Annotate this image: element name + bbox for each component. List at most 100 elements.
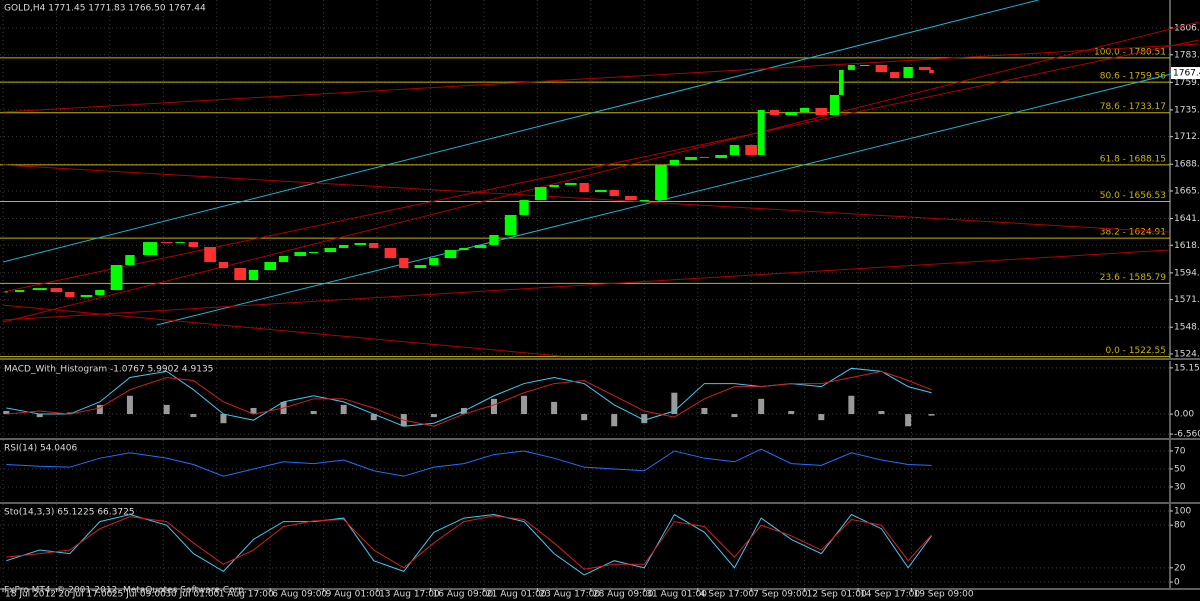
candle [890,72,900,78]
y-tick-label: 50 [1174,464,1186,474]
candle [729,145,740,155]
x-tick-label: 6 Aug 09:00 [272,590,327,600]
trendline [2,304,561,357]
candle [757,110,765,155]
y-tick-label: 1524.90 [1174,349,1200,359]
histogram-bar [220,414,227,424]
trendline [156,67,1196,326]
y-tick-label: 1806.35 [1174,23,1200,33]
indicator-line [6,448,932,477]
fib-label: 78.6 - 1733.17 [1100,102,1166,112]
histogram-bar [310,411,317,415]
histogram-bar [521,395,528,415]
y-tick-label: 1594.90 [1174,268,1200,278]
histogram-bar [928,414,935,416]
candle [429,258,439,265]
candle [95,290,105,295]
candle [308,252,319,254]
candle [444,250,457,259]
indicator-line [6,515,932,570]
y-tick-label: -6.5607 [1174,430,1200,440]
y-tick-label: 80 [1174,521,1186,531]
x-tick-label: 1 Aug 17:00 [219,590,274,600]
candle [339,244,349,248]
candle [160,242,173,244]
candle [354,242,367,245]
histogram-bar [163,404,170,415]
fib-label: 61.8 - 1688.15 [1100,154,1166,164]
candle [799,107,810,112]
histogram-bar [430,414,437,418]
trendline [2,164,1169,233]
y-tick-label: 30 [1174,482,1186,492]
histogram-bar [731,414,738,418]
candle [639,200,649,202]
candle [294,252,307,256]
histogram-bar [878,411,885,415]
indicator-line [6,370,932,427]
candle [369,242,379,248]
y-tick-label: 1641.80 [1174,214,1200,224]
candle [769,110,780,116]
fib-label: 38.2 - 1624.91 [1100,228,1166,238]
y-tick-label: 1735.60 [1174,105,1200,115]
candle [489,234,499,245]
trendline [2,21,1199,323]
candle [839,69,844,95]
candle [65,291,75,298]
candle [745,145,758,155]
candle [459,247,469,251]
x-tick-label: 7 Sep 09:00 [753,590,808,600]
panel-title: RSI(14) 54.0406 [4,444,77,454]
candle [875,64,888,73]
candle [399,258,409,269]
candle [669,159,680,166]
x-tick-label: 20 Jul 17:00 [58,590,112,600]
trendline [2,0,1039,263]
histogram-bar [581,414,588,421]
candle [829,94,840,116]
candle [142,242,157,256]
candle [15,290,25,292]
histogram-bar [36,414,43,418]
candle [324,247,337,253]
y-tick-label: 1571.80 [1174,295,1200,305]
candle [699,156,710,158]
y-tick-label: 100 [1174,506,1191,516]
histogram-bar [250,407,257,415]
histogram-bar [788,411,795,415]
candle [278,255,289,262]
candle [125,255,135,265]
candle [414,264,427,269]
candle [685,156,697,160]
histogram-bar [818,414,825,421]
candle [80,294,93,298]
x-tick-label: 23 Aug 17:00 [539,590,600,600]
indicator-line [6,513,932,576]
y-tick-label: 1712.50 [1174,132,1200,142]
y-tick-label: 1618.70 [1174,241,1200,251]
panel-title: Sto(14,3,3) 65.1225 66.3725 [4,508,135,518]
y-tick-label: 15.1511 [1174,363,1200,373]
candle [625,195,637,201]
candle [534,187,547,201]
panel-title: MACD_With_Histogram -1.0767 5.9902 4.913… [4,365,213,375]
candle [785,111,798,116]
last-price-box [1171,67,1200,80]
x-tick-label: 4 Sep 17:00 [700,590,755,600]
y-tick-label: 0 [1174,578,1180,588]
fib-label: 0.0 - 1522.55 [1106,346,1167,356]
x-tick-label: 16 Aug 09:00 [433,590,494,600]
histogram-bar [126,395,133,415]
candle [218,261,229,269]
candle [504,214,517,235]
x-tick-label: 25 Jul 09:00 [112,590,166,600]
trendline [2,39,1199,293]
histogram-bar [905,414,912,427]
candle [384,247,397,259]
candle [175,242,185,244]
x-tick-label: 19 Sep 09:00 [913,590,973,600]
y-tick-label: 70 [1174,446,1186,456]
histogram-bar [490,398,497,415]
